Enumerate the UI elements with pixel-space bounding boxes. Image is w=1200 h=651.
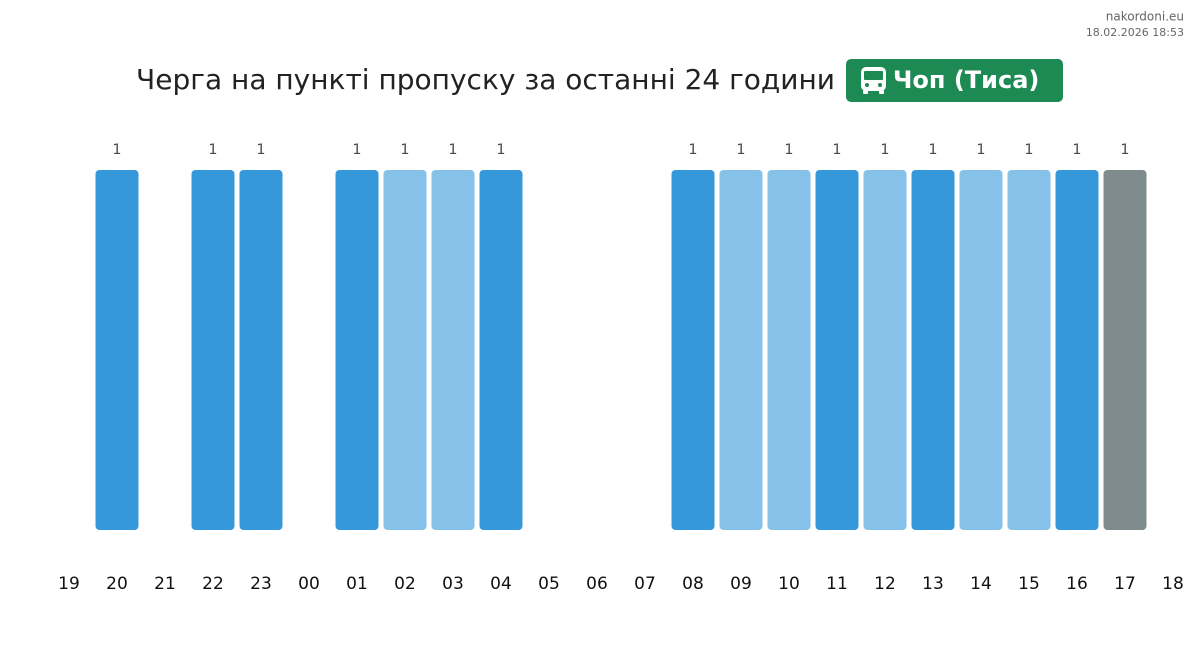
site: nakordoni.eu bbox=[1106, 10, 1184, 24]
value-label: 1 bbox=[113, 142, 122, 158]
value-label: 1 bbox=[449, 142, 458, 158]
bar bbox=[911, 170, 955, 530]
value-label: 1 bbox=[257, 142, 266, 158]
x-tick-label: 03 bbox=[442, 574, 464, 594]
x-tick-label: 18 bbox=[1162, 574, 1184, 594]
bar bbox=[95, 170, 139, 530]
value-label: 1 bbox=[929, 142, 938, 158]
x-tick-label: 09 bbox=[730, 574, 752, 594]
value-label: 1 bbox=[833, 142, 842, 158]
x-tick-label: 16 bbox=[1066, 574, 1088, 594]
x-tick-label: 14 bbox=[970, 574, 992, 594]
bar bbox=[1055, 170, 1099, 530]
bar bbox=[719, 170, 763, 530]
x-tick-label: 11 bbox=[826, 574, 848, 594]
x-tick-label: 19 bbox=[58, 574, 80, 594]
x-tick-label: 04 bbox=[490, 574, 512, 594]
value-label: 1 bbox=[1121, 142, 1130, 158]
value-label: 1 bbox=[737, 142, 746, 158]
x-tick-label: 20 bbox=[106, 574, 128, 594]
bar bbox=[959, 170, 1003, 530]
bar bbox=[671, 170, 715, 530]
badge: Чоп (Тиса) bbox=[893, 66, 1039, 94]
x-tick-label: 07 bbox=[634, 574, 656, 594]
x-tick-label: 22 bbox=[202, 574, 224, 594]
x-tick-label: 08 bbox=[682, 574, 704, 594]
bar bbox=[239, 170, 283, 530]
bar bbox=[767, 170, 811, 530]
bar bbox=[1103, 170, 1147, 530]
x-tick-label: 06 bbox=[586, 574, 608, 594]
x-tick-label: 13 bbox=[922, 574, 944, 594]
value-label: 1 bbox=[977, 142, 986, 158]
bar bbox=[383, 170, 427, 530]
value-label: 1 bbox=[1025, 142, 1034, 158]
bar bbox=[431, 170, 475, 530]
bar bbox=[335, 170, 379, 530]
x-tick-label: 17 bbox=[1114, 574, 1136, 594]
x-tick-label: 23 bbox=[250, 574, 272, 594]
bar bbox=[815, 170, 859, 530]
value-label: 1 bbox=[1073, 142, 1082, 158]
x-tick-label: 00 bbox=[298, 574, 320, 594]
x-tick-label: 05 bbox=[538, 574, 560, 594]
value-label: 1 bbox=[881, 142, 890, 158]
timestamp: 18.02.2026 18:53 bbox=[1086, 26, 1184, 39]
badge-bg bbox=[846, 59, 1063, 102]
bar bbox=[191, 170, 235, 530]
bar bbox=[863, 170, 907, 530]
x-tick-label: 15 bbox=[1018, 574, 1040, 594]
value-label: 1 bbox=[689, 142, 698, 158]
value-label: 1 bbox=[785, 142, 794, 158]
bar bbox=[1007, 170, 1051, 530]
x-tick-label: 21 bbox=[154, 574, 176, 594]
value-label: 1 bbox=[353, 142, 362, 158]
value-label: 1 bbox=[209, 142, 218, 158]
x-tick-label: 01 bbox=[346, 574, 368, 594]
value-label: 1 bbox=[497, 142, 506, 158]
x-tick-label: 10 bbox=[778, 574, 800, 594]
chart-title: Черга на пункті пропуску за останні 24 г… bbox=[136, 63, 835, 96]
bar bbox=[479, 170, 523, 530]
bus-icon bbox=[861, 67, 886, 94]
x-tick-label: 12 bbox=[874, 574, 896, 594]
x-tick-label: 02 bbox=[394, 574, 416, 594]
value-label: 1 bbox=[401, 142, 410, 158]
